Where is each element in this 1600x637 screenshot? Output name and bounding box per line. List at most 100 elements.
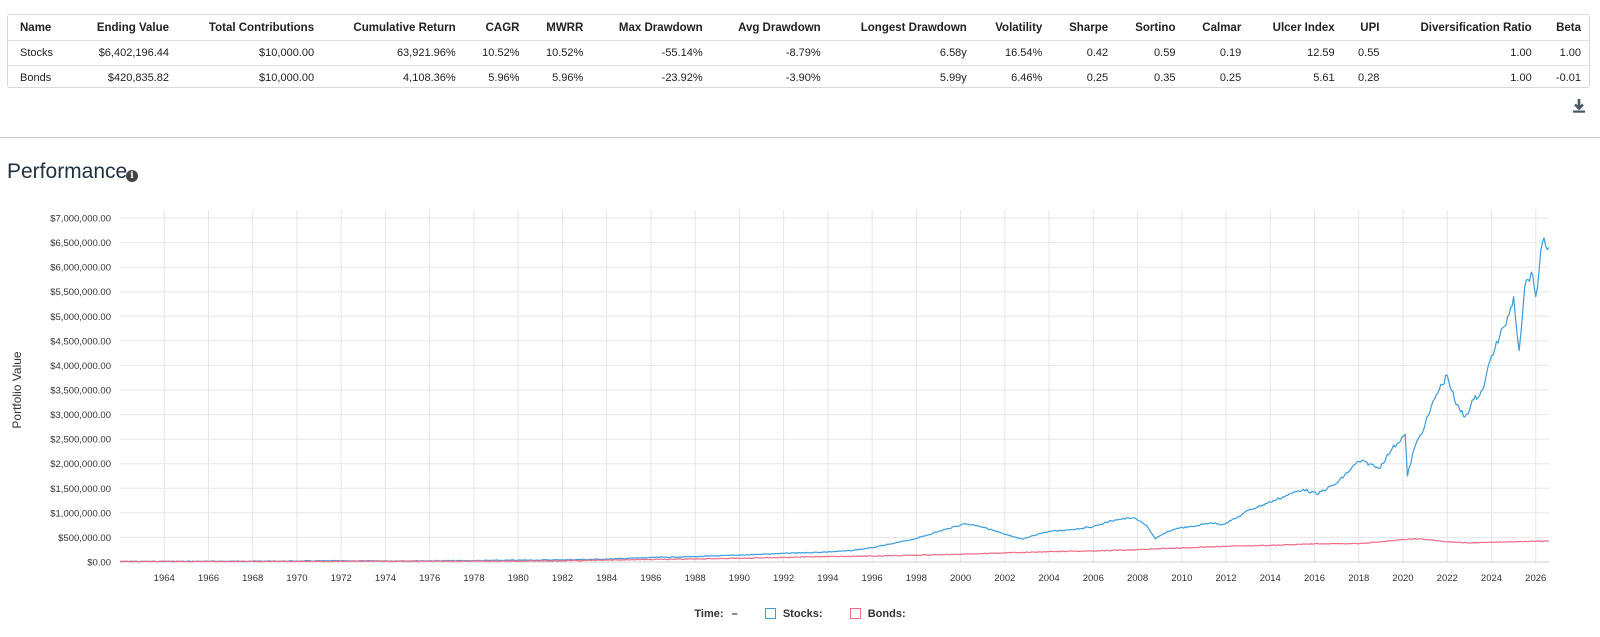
column-header[interactable]: Sharpe [1069,21,1109,34]
x-tick-label: 2014 [1260,573,1281,584]
column-header[interactable]: Total Contributions [208,21,315,34]
column-header[interactable]: Volatility [995,21,1043,34]
x-tick-label: 1996 [862,573,883,584]
table-cell: 1.00 [1387,65,1540,90]
table-cell: 4,108.36% [322,65,464,90]
x-tick-label: 2026 [1525,573,1546,584]
table-cell: Stocks [8,40,72,66]
column-header[interactable]: UPI [1360,21,1380,34]
legend-stocks[interactable]: Stocks: [764,608,823,621]
x-tick-label: 1990 [729,573,750,584]
table-cell: $10,000.00 [177,40,323,66]
y-tick-label: $3,500,000.00 [50,386,111,397]
legend-stocks-swatch [764,608,776,620]
x-tick-label: 1982 [552,573,573,584]
table-cell: 5.99y [828,65,975,90]
table-cell: 0.19 [1183,40,1250,66]
y-tick-label: $500,000.00 [58,533,111,544]
x-tick-label: 2004 [1039,573,1060,584]
table-cell: 0.59 [1116,40,1184,66]
x-tick-label: 1986 [640,573,661,584]
x-tick-label: 1988 [685,573,706,584]
table-cell: 0.55 [1342,40,1388,66]
column-header[interactable]: Cumulative Return [353,21,456,34]
x-tick-label: 2022 [1437,573,1458,584]
x-tick-label: 2016 [1304,573,1325,584]
x-tick-label: 2000 [950,573,971,584]
column-header[interactable]: Ending Value [96,21,170,34]
x-tick-label: 1984 [596,573,617,584]
table-cell: 5.61 [1249,65,1343,90]
y-tick-label: $6,500,000.00 [50,238,111,249]
y-tick-label: $4,500,000.00 [50,336,111,347]
column-header[interactable]: MWRR [546,21,584,34]
y-tick-label: $3,000,000.00 [50,410,111,421]
legend-time-label: Time: [694,608,724,621]
y-tick-label: $1,500,000.00 [50,484,111,495]
table-cell: 10.52% [463,40,528,66]
table-cell: $420,835.82 [71,65,178,90]
x-tick-label: 2008 [1127,573,1148,584]
x-tick-label: 1978 [463,573,484,584]
table-cell: 1.00 [1539,40,1589,66]
info-icon[interactable]: i [126,170,138,182]
column-header[interactable]: Name [20,21,52,34]
stats-header-row: Name Ending Value Total Contributions Cumul… [8,15,1589,41]
y-tick-label: $7,000,000.00 [50,214,111,225]
x-tick-label: 2012 [1215,573,1236,584]
y-tick-label: $5,000,000.00 [50,312,111,323]
chart-legend: Time: – Stocks: Bonds: [0,608,1600,620]
stats-body: Stocks $6,402,196.44 $10,000.00 63,921.96% 1… [8,40,1589,90]
table-row: Stocks $6,402,196.44 $10,000.00 63,921.96% 1… [8,40,1589,66]
column-header[interactable]: Diversification Ratio [1420,21,1532,34]
table-cell: 0.42 [1050,40,1117,66]
y-tick-label: $5,500,000.00 [50,287,111,298]
table-cell: 5.96% [463,65,528,90]
download-icon[interactable] [1570,97,1588,115]
column-header[interactable]: Sortino [1135,21,1176,34]
x-tick-label: 1976 [419,573,440,584]
column-header[interactable]: Avg Drawdown [738,21,821,34]
x-tick-label: 1974 [375,573,396,584]
x-tick-label: 2010 [1171,573,1192,584]
table-cell: 0.35 [1116,65,1184,90]
x-tick-label: 2018 [1348,573,1369,584]
table-cell: -0.01 [1539,65,1589,90]
table-cell: 6.46% [974,65,1051,90]
table-cell: $6,402,196.44 [71,40,178,66]
stats-table-container: Name Ending Value Total Contributions Cumul… [7,14,1590,90]
table-row: Bonds $420,835.82 $10,000.00 4,108.36% 5.96%… [8,65,1589,90]
y-tick-label: $2,000,000.00 [50,459,111,470]
table-cell: 10.52% [527,40,592,66]
legend-bonds-label: Bonds: [867,608,906,621]
x-tick-label: 1968 [242,573,263,584]
y-axis-label: Portfolio Value [10,351,24,428]
column-header[interactable]: Max Drawdown [618,21,703,34]
table-cell: -55.14% [591,40,711,66]
x-tick-label: 1972 [331,573,352,584]
series-line-bonds [119,538,1550,563]
legend-time-value: – [731,608,738,621]
table-cell: 0.25 [1050,65,1117,90]
column-header[interactable]: Ulcer Index [1272,21,1335,34]
table-cell: Bonds [8,65,72,90]
column-header[interactable]: Longest Drawdown [860,21,967,34]
table-cell: 6.58y [828,40,975,66]
legend-stocks-label: Stocks: [782,608,823,621]
table-cell: 1.00 [1387,40,1540,66]
column-header[interactable]: Calmar [1202,21,1242,34]
x-tick-label: 1964 [154,573,175,584]
x-tick-label: 1994 [817,573,838,584]
column-header[interactable]: CAGR [485,21,520,34]
x-tick-label: 2006 [1083,573,1104,584]
x-tick-label: 1998 [906,573,927,584]
x-tick-label: 2020 [1392,573,1413,584]
legend-bonds-swatch [849,608,861,620]
table-cell: -8.79% [710,40,829,66]
y-tick-label: $1,000,000.00 [50,508,111,519]
y-tick-label: $6,000,000.00 [50,263,111,274]
table-cell: -23.92% [591,65,711,90]
column-header[interactable]: Beta [1556,21,1581,34]
legend-bonds[interactable]: Bonds: [849,608,906,621]
table-cell: 63,921.96% [322,40,464,66]
